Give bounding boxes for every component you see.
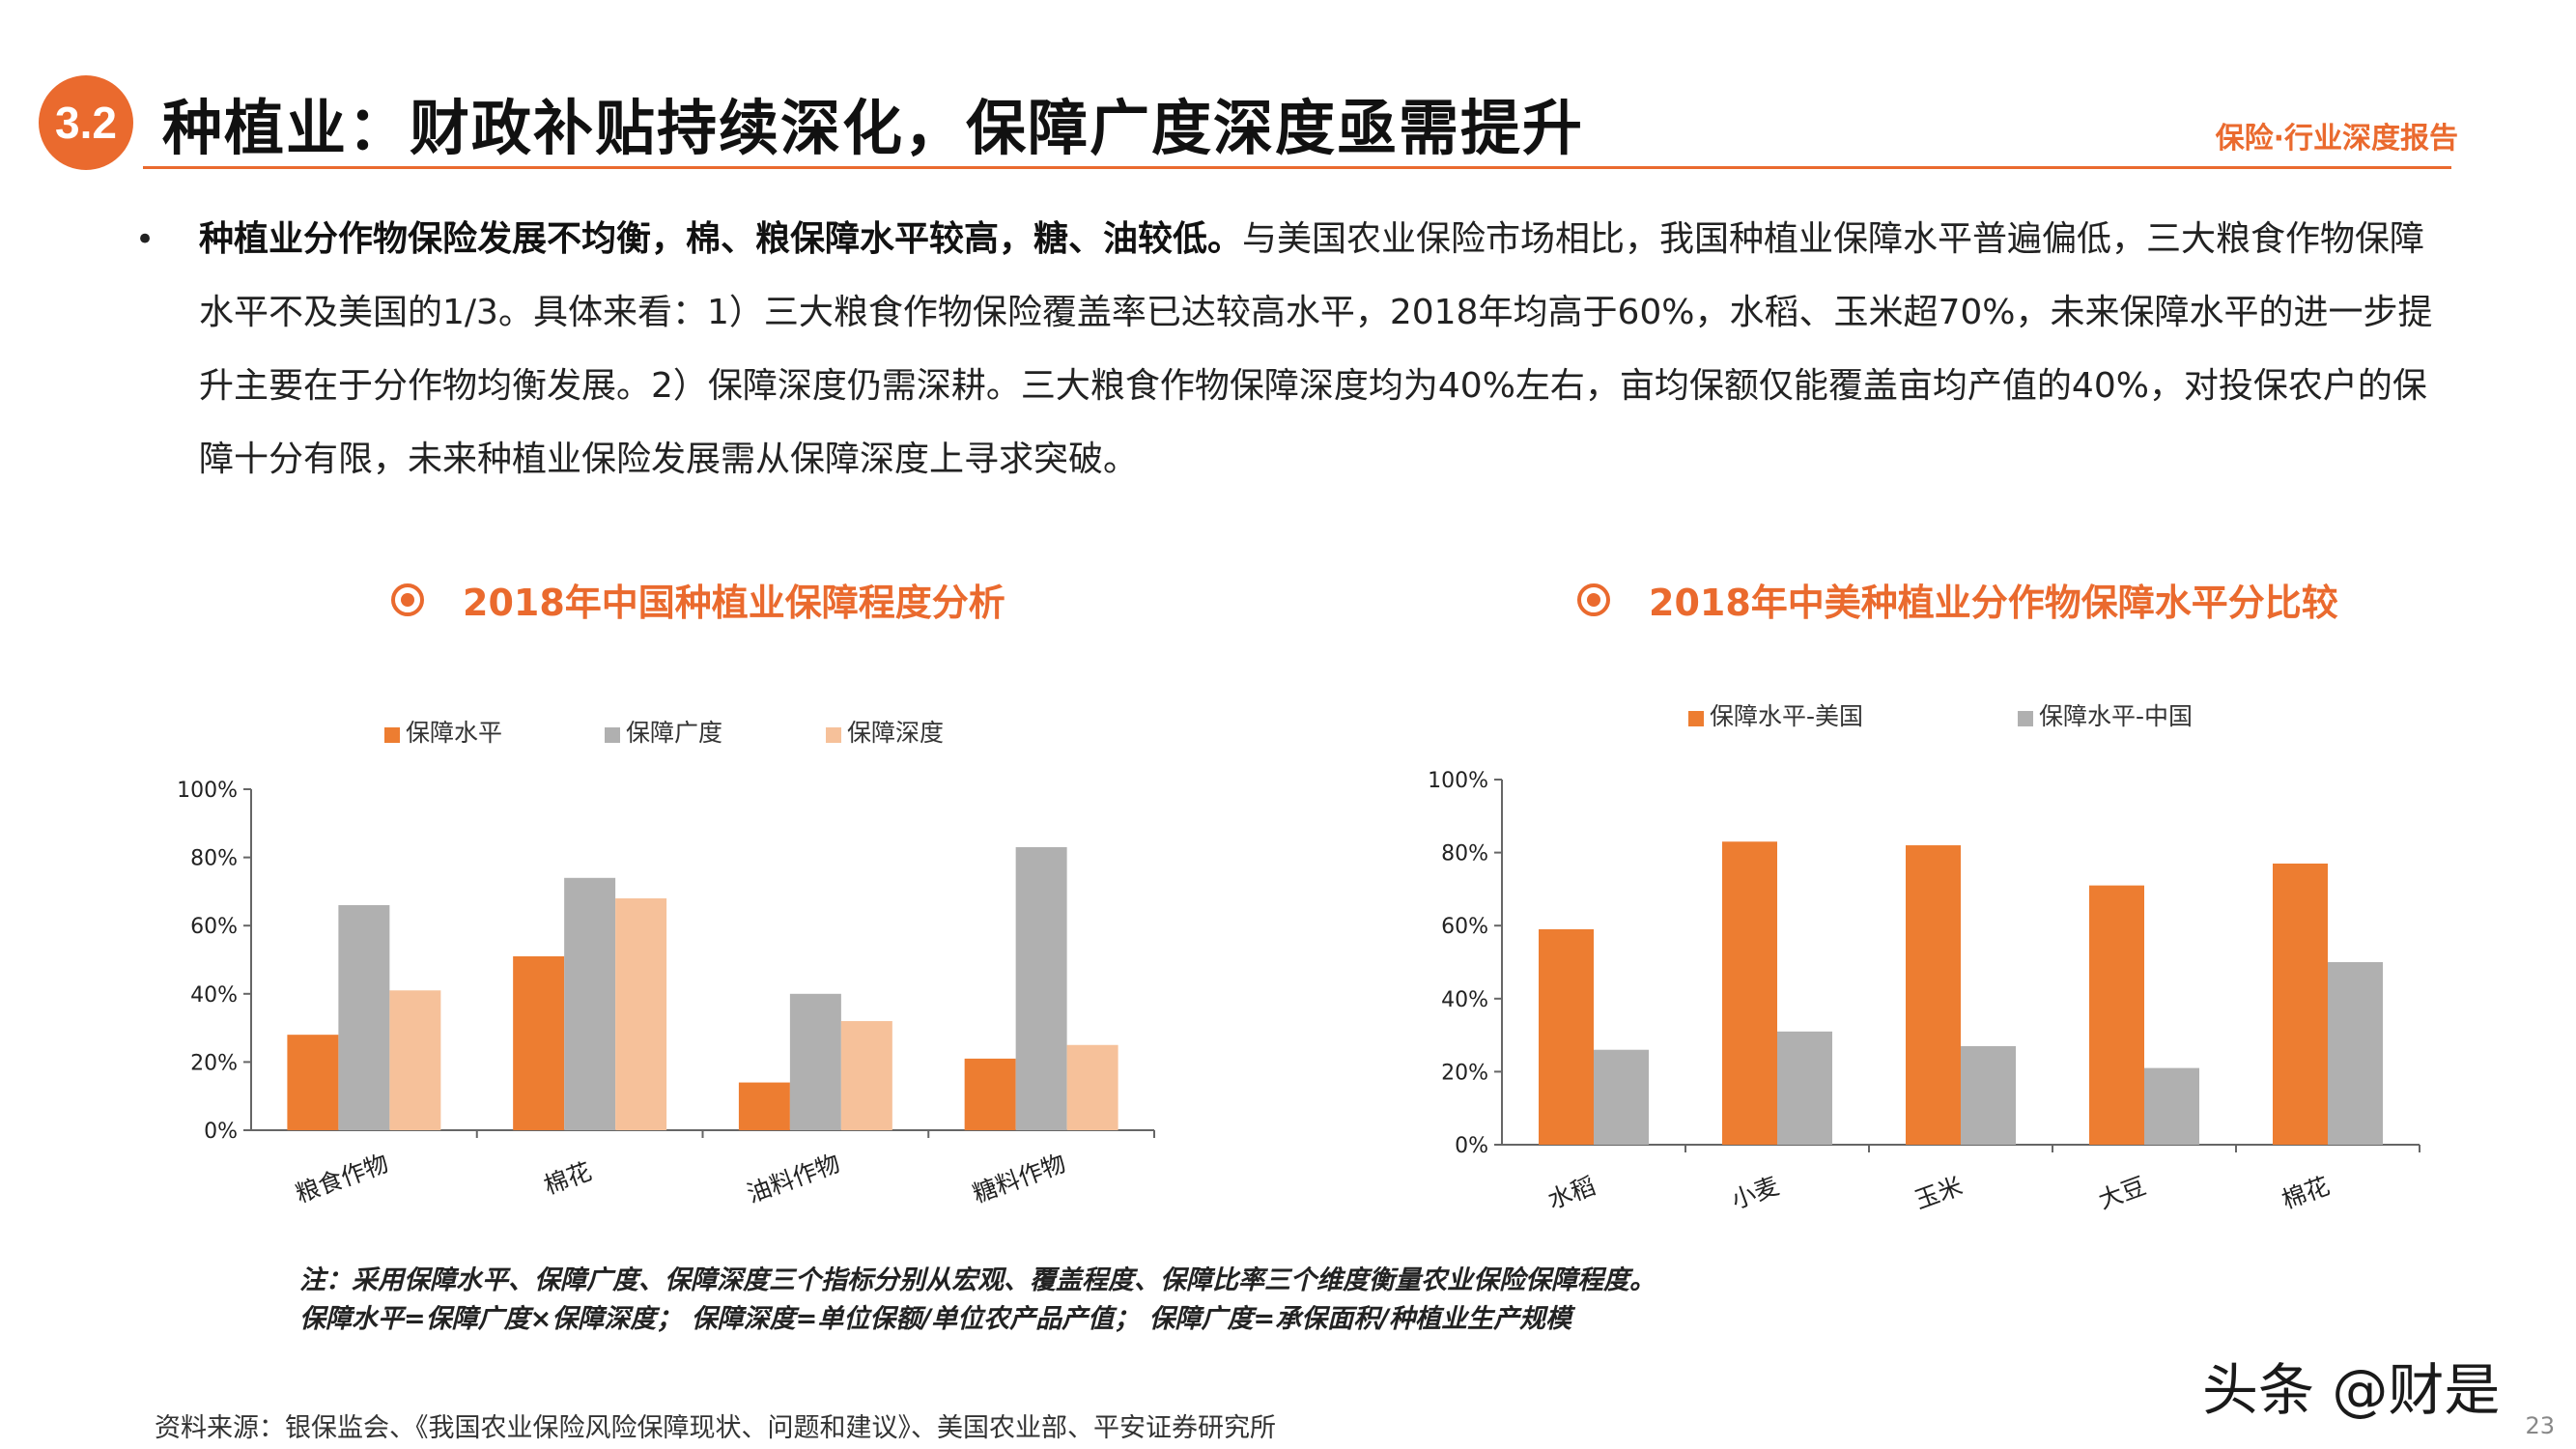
bar bbox=[789, 993, 841, 1130]
y-tick-label: 40% bbox=[190, 983, 238, 1008]
target-icon bbox=[1577, 582, 1610, 616]
bar bbox=[1594, 1049, 1649, 1145]
chart-us-china-crop-comparison: 保障水平-美国 保障水平-中国 0% 20% 40% 60% 80% 100% 水稻 小麦 玉米 大豆… bbox=[1428, 702, 2420, 1214]
target-icon bbox=[391, 582, 424, 616]
legend-swatch bbox=[826, 727, 841, 743]
bar bbox=[2328, 962, 2383, 1145]
bar bbox=[1066, 1044, 1118, 1130]
legend-swatch bbox=[605, 727, 620, 743]
bar bbox=[389, 990, 441, 1130]
bar bbox=[615, 897, 667, 1130]
section-number-badge: 3.2 bbox=[39, 75, 133, 170]
body-lead-bold: 种植业分作物保险发展不均衡，棉、粮保障水平较高，糖、油较低。 bbox=[199, 219, 1243, 259]
legend-label: 保障水平-中国 bbox=[2039, 702, 2193, 730]
x-category-label: 糖料作物 bbox=[969, 1149, 1069, 1208]
legend-swatch bbox=[384, 727, 400, 743]
x-category-label: 油料作物 bbox=[744, 1149, 844, 1208]
y-tick-label: 100% bbox=[177, 779, 238, 803]
x-category-label: 小麦 bbox=[1728, 1172, 1783, 1214]
y-tick-label: 40% bbox=[1441, 988, 1488, 1012]
bar bbox=[2089, 885, 2144, 1145]
bar bbox=[287, 1035, 339, 1130]
legend-label: 保障水平 bbox=[406, 719, 502, 747]
title-divider bbox=[143, 166, 2451, 169]
chart-crop-protection-2018: 保障水平 保障广度 保障深度 0% 20% 40% 60% 80% 100% 粮食作物 棉花 油料作物… bbox=[177, 719, 1155, 1208]
watermark: 头条 @财是 bbox=[2202, 1357, 2501, 1423]
x-category-label: 粮食作物 bbox=[292, 1149, 392, 1208]
bar bbox=[2144, 1067, 2199, 1145]
legend-label: 保障水平-美国 bbox=[1710, 702, 1863, 730]
legend-swatch bbox=[2018, 711, 2033, 726]
y-tick-label: 80% bbox=[190, 847, 238, 871]
bar bbox=[1015, 847, 1067, 1130]
bar bbox=[738, 1082, 790, 1130]
note-line-2: 保障水平=保障广度×保障深度； 保障深度=单位保额/单位农产品产值； 保障广度=… bbox=[299, 1304, 1572, 1334]
bar bbox=[338, 905, 390, 1130]
y-tick-label: 0% bbox=[204, 1120, 238, 1144]
page-number: 23 bbox=[2525, 1412, 2555, 1439]
bar bbox=[1961, 1045, 2016, 1145]
x-category-label: 棉花 bbox=[540, 1157, 595, 1200]
body-text: 与美国农业保险市场相比，我国种植业保障水平普遍偏低，三大粮食作物保障水平不及美国… bbox=[199, 219, 2433, 479]
bar bbox=[1722, 841, 1777, 1145]
y-tick-label: 80% bbox=[1441, 842, 1488, 867]
bar bbox=[2273, 863, 2328, 1145]
bar bbox=[964, 1058, 1016, 1130]
y-tick-label: 100% bbox=[1428, 769, 1488, 793]
body-paragraph: 种植业分作物保险发展不均衡，棉、粮保障水平较高，糖、油较低。与美国农业保险市场相… bbox=[199, 203, 2459, 497]
bar bbox=[1539, 928, 1594, 1145]
bullet-icon: • bbox=[135, 220, 156, 259]
y-tick-label: 20% bbox=[1441, 1061, 1488, 1085]
bar bbox=[1777, 1031, 1832, 1145]
chart2-title-wrap: 2018年中美种植业分作物保障水平分比较 bbox=[1577, 573, 2338, 626]
x-category-label: 玉米 bbox=[1911, 1172, 1967, 1214]
legend-label: 保障深度 bbox=[847, 719, 944, 747]
y-tick-label: 0% bbox=[1455, 1134, 1488, 1158]
y-tick-label: 60% bbox=[190, 915, 238, 939]
legend-swatch bbox=[1688, 711, 1704, 726]
chart2-title: 2018年中美种植业分作物保障水平分比较 bbox=[1649, 582, 2338, 624]
bar bbox=[564, 877, 616, 1130]
x-category-label: 大豆 bbox=[2095, 1172, 2150, 1214]
page-title: 种植业：财政补贴持续深化，保障广度深度亟需提升 bbox=[162, 93, 1585, 163]
chart1-title-wrap: 2018年中国种植业保障程度分析 bbox=[391, 573, 1005, 626]
legend-label: 保障广度 bbox=[626, 719, 722, 747]
y-tick-label: 20% bbox=[190, 1051, 238, 1075]
chart1-title: 2018年中国种植业保障程度分析 bbox=[463, 582, 1005, 624]
report-tag: 保险·行业深度报告 bbox=[2215, 122, 2458, 156]
bar bbox=[1906, 845, 1961, 1145]
y-tick-label: 60% bbox=[1441, 915, 1488, 939]
x-category-label: 水稻 bbox=[1544, 1172, 1599, 1214]
x-category-label: 棉花 bbox=[2279, 1172, 2334, 1214]
bar bbox=[840, 1021, 892, 1130]
source-text: 资料来源：银保监会、《我国农业保险风险保障现状、问题和建议》、美国农业部、平安证… bbox=[155, 1413, 1276, 1443]
note-line-1: 注：采用保障水平、保障广度、保障深度三个指标分别从宏观、覆盖程度、保障比率三个维… bbox=[299, 1265, 1656, 1295]
bar bbox=[513, 955, 565, 1130]
